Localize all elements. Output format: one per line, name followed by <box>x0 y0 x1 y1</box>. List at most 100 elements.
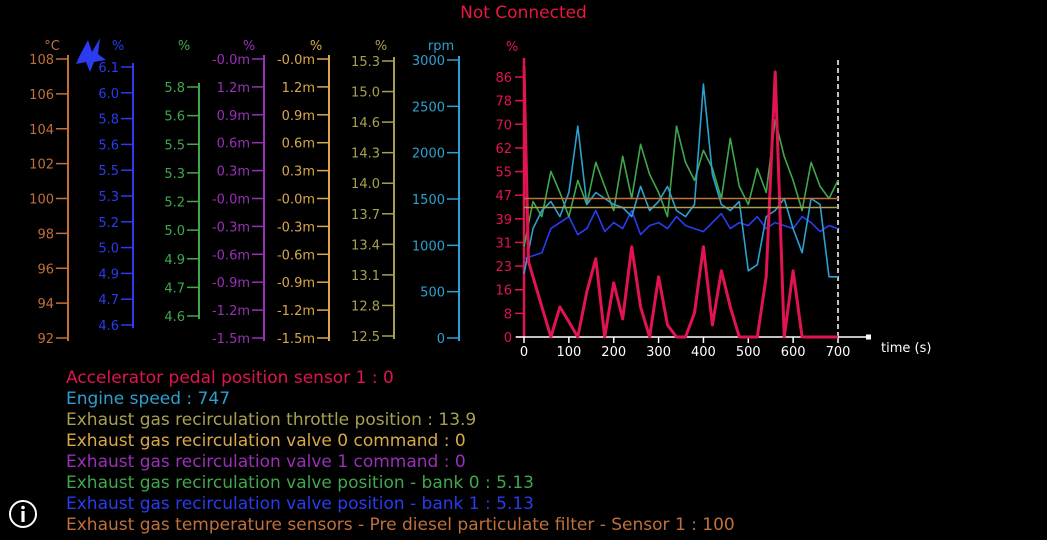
gauge-tick-label: 0.3m <box>282 165 315 180</box>
gauge-unit: rpm <box>428 39 454 54</box>
x-axis-end-marker <box>866 334 871 340</box>
gauge-tick-label: 4.6 <box>164 310 185 325</box>
x-tick-label: 400 <box>691 345 716 360</box>
gauge-tick-label: 5.6 <box>164 110 185 125</box>
x-tick-label: 600 <box>781 345 806 360</box>
gauge-tick-label: 5.2 <box>164 196 185 211</box>
gauge-4: %-0.0m1.2m0.9m0.6m0.3m-0.0m-0.3m-0.6m-0.… <box>277 39 330 347</box>
gauge-unit: % <box>112 39 124 54</box>
gauge-1: % 6.1 6.0 5.8 5.6 5.5 5.3 5.2 5.0 4.9 4.7 4.6 <box>98 39 134 334</box>
gauge-tick-label: 12.5 <box>351 330 380 345</box>
gauge-tick-label: -1.5m <box>277 332 315 347</box>
x-tick-label: 300 <box>646 345 671 360</box>
gauge-tick-label: 0 <box>437 332 445 347</box>
gauge-tick-label: -0.0m <box>212 53 250 68</box>
gauge-unit: % <box>310 39 322 54</box>
gauge-tick-label: -0.6m <box>277 248 315 263</box>
y-tick-label: 23 <box>495 260 512 275</box>
gauge-tick-label: 0.6m <box>282 137 315 152</box>
gauge-tick-label: 15.0 <box>351 86 380 101</box>
gauge-tick-label: -1.5m <box>212 332 250 347</box>
gauge-tick-label: 2000 <box>412 147 445 162</box>
gauge-tick-label: 108 <box>29 53 54 68</box>
gauge-tick-label: 14.6 <box>351 116 380 131</box>
y-axis-unit: % <box>506 40 518 55</box>
gauge-tick-label: 98 <box>37 227 54 242</box>
gauge-5: %15.3 15.0 14.6 14.3 14.0 13.7 13.4 13.1 12.8 12.… <box>351 39 395 345</box>
gauge-unit: °C <box>44 39 60 54</box>
time-series-chart: % 86 78 70 62 55 47 39 31 23 16 8 00 100 200 300 400 500 6… <box>495 40 931 360</box>
gauge-tick-label: -0.0m <box>277 193 315 208</box>
legend-item: Exhaust gas recirculation valve position… <box>66 494 534 514</box>
series-line-3 <box>522 65 838 339</box>
gauge-tick-label: 5.5 <box>164 138 185 153</box>
gauge-tick-label: 0.9m <box>217 109 250 124</box>
signal-legend: Accelerator pedal position sensor 1 : 0 E… <box>66 368 735 536</box>
gauge-tick-label: 14.3 <box>351 147 380 162</box>
gauge-tick-label: 13.1 <box>351 269 380 284</box>
gauge-tick-label: 2500 <box>412 100 445 115</box>
x-tick-label: 500 <box>736 345 761 360</box>
gauge-tick-label: 5.8 <box>98 113 119 128</box>
gauge-tick-label: 4.6 <box>98 319 119 334</box>
gauge-tick-label: 5.3 <box>98 190 119 205</box>
gauge-tick-label: 15.3 <box>351 55 380 70</box>
gauge-tick-label: -0.3m <box>212 220 250 235</box>
gauge-tick-label: 96 <box>37 262 54 277</box>
gauge-tick-label: 0.3m <box>217 165 250 180</box>
series-line-1 <box>523 119 839 247</box>
gauge-tick-label: 6.1 <box>98 61 119 76</box>
series-line-2 <box>523 83 838 278</box>
gauge-unit: % <box>375 39 387 54</box>
gauge-tick-label: 1.2m <box>217 81 250 96</box>
y-tick-label: 55 <box>495 166 512 181</box>
gauge-tick-label: -0.6m <box>212 248 250 263</box>
gauge-tick-label: 4.9 <box>164 253 185 268</box>
gauge-tick-label: 1.2m <box>282 81 315 96</box>
gauge-tick-label: 104 <box>29 123 54 138</box>
legend-item: Exhaust gas temperature sensors - Pre di… <box>66 515 735 535</box>
gauge-tick-label: -0.0m <box>212 193 250 208</box>
gauge-tick-label: 102 <box>29 158 54 173</box>
gauge-tick-label: 5.0 <box>164 224 185 239</box>
gauge-tick-label: 106 <box>29 88 54 103</box>
y-tick-label: 31 <box>495 236 512 251</box>
gauge-tick-label: 12.8 <box>351 299 380 314</box>
y-tick-label: 62 <box>495 142 512 157</box>
gauge-tick-label: 92 <box>37 332 54 347</box>
gauge-tick-label: 94 <box>37 297 54 312</box>
gauge-3: %-0.0m1.2m0.9m0.6m0.3m-0.0m-0.3m-0.6m-0.… <box>212 39 265 347</box>
x-tick-label: 0 <box>520 345 528 360</box>
gauge-tick-label: 3000 <box>412 54 445 69</box>
gauge-tick-label: 500 <box>420 286 445 301</box>
legend-item: Exhaust gas recirculation valve position… <box>66 473 534 493</box>
info-icon[interactable] <box>8 499 38 529</box>
gauge-tick-label: -0.9m <box>277 276 315 291</box>
gauge-tick-label: 5.3 <box>164 167 185 182</box>
connection-status: Not Connected <box>460 3 587 23</box>
legend-item: Exhaust gas recirculation throttle posit… <box>66 410 477 430</box>
y-tick-label: 70 <box>495 118 512 133</box>
x-tick-label: 100 <box>556 345 581 360</box>
gauge-unit: % <box>243 39 255 54</box>
gauge-tick-label: 5.8 <box>164 81 185 96</box>
legend-item: Accelerator pedal position sensor 1 : 0 <box>66 368 394 388</box>
gauge-tick-label: 1000 <box>412 239 445 254</box>
y-tick-label: 86 <box>495 71 512 86</box>
gauge-tick-label: 14.0 <box>351 177 380 192</box>
series-line-0 <box>523 209 839 260</box>
gauge-tick-label: 4.7 <box>164 281 185 296</box>
gauge-tick-label: 100 <box>29 193 54 208</box>
gauge-tick-label: 4.9 <box>98 267 119 282</box>
y-tick-label: 39 <box>495 213 512 228</box>
gauge-tick-label: 13.4 <box>351 238 380 253</box>
x-tick-label: 200 <box>601 345 626 360</box>
legend-item: Exhaust gas recirculation valve 0 comman… <box>66 431 466 451</box>
gauge-tick-label: 13.7 <box>351 208 380 223</box>
gauge-tick-label: -0.9m <box>212 276 250 291</box>
gauge-tick-label: 1500 <box>412 193 445 208</box>
gauge-tick-label: -1.2m <box>212 304 250 319</box>
